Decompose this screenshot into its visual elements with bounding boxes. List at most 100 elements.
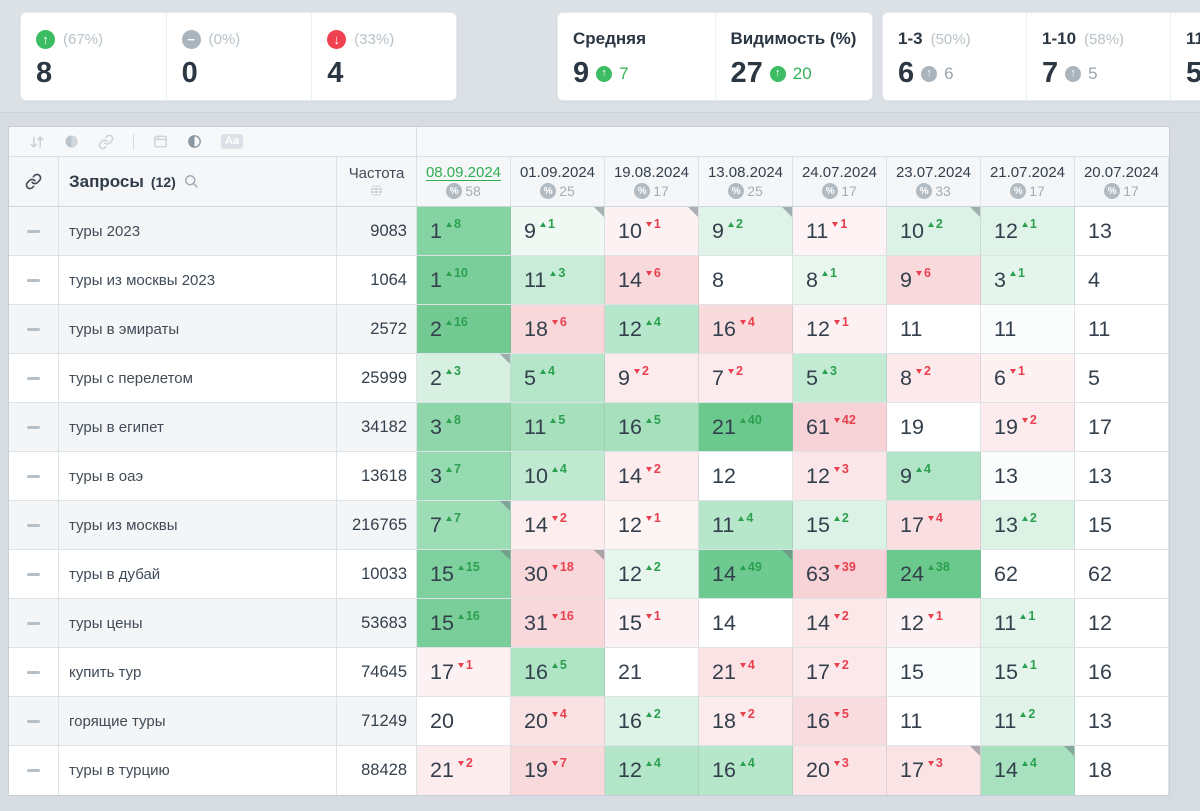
row-handle[interactable] <box>9 256 59 304</box>
position-cell[interactable]: 15 16 <box>417 599 511 647</box>
position-cell[interactable]: 15 2 <box>793 501 887 549</box>
sort-icon[interactable] <box>29 134 45 150</box>
position-cell[interactable]: 16 4 <box>699 305 793 353</box>
position-cell[interactable]: 12 <box>1075 599 1169 647</box>
query-keyword[interactable]: купить тур <box>59 648 337 696</box>
query-keyword[interactable]: туры цены <box>59 599 337 647</box>
position-cell[interactable]: 12 3 <box>793 452 887 500</box>
position-cell[interactable]: 20 3 <box>793 746 887 795</box>
position-cell[interactable]: 15 <box>887 648 981 696</box>
position-cell[interactable]: 16 5 <box>605 403 699 451</box>
position-cell[interactable]: 16 <box>1075 648 1169 696</box>
summary-cell-flat[interactable]: − (0%) 0 <box>167 13 313 100</box>
position-cell[interactable]: 12 1 <box>605 501 699 549</box>
position-cell[interactable]: 20 4 <box>511 697 605 745</box>
date-column-header[interactable]: 20.07.2024 % 17 <box>1075 157 1169 206</box>
panel-icon[interactable] <box>153 134 168 149</box>
contrast-icon[interactable] <box>187 134 202 149</box>
position-cell[interactable]: 12 1 <box>887 599 981 647</box>
position-cell[interactable]: 11 <box>887 697 981 745</box>
position-cell[interactable]: 17 1 <box>417 648 511 696</box>
query-keyword[interactable]: туры с перелетом <box>59 354 337 402</box>
position-cell[interactable]: 62 <box>981 550 1075 598</box>
frequency-column-header[interactable]: Частота <box>337 157 417 206</box>
date-column-header[interactable]: 01.09.2024 % 25 <box>511 157 605 206</box>
position-cell[interactable]: 12 <box>699 452 793 500</box>
date-column-header[interactable]: 24.07.2024 % 17 <box>793 157 887 206</box>
summary-cell-top3[interactable]: 1-3 (50%) 6 ↑ 6 <box>883 13 1027 100</box>
position-cell[interactable]: 10 2 <box>887 207 981 255</box>
date-column-header[interactable]: 13.08.2024 % 25 <box>699 157 793 206</box>
position-cell[interactable]: 5 <box>1075 354 1169 402</box>
query-keyword[interactable]: горящие туры <box>59 697 337 745</box>
date-column-header[interactable]: 19.08.2024 % 17 <box>605 157 699 206</box>
position-cell[interactable]: 11 1 <box>981 599 1075 647</box>
query-keyword[interactable]: туры в египет <box>59 403 337 451</box>
position-cell[interactable]: 19 2 <box>981 403 1075 451</box>
position-cell[interactable]: 4 <box>1075 256 1169 304</box>
position-cell[interactable]: 14 2 <box>511 501 605 549</box>
summary-cell-top10[interactable]: 1-10 (58%) 7 ↑ 5 <box>1027 13 1171 100</box>
position-cell[interactable]: 12 1 <box>981 207 1075 255</box>
query-keyword[interactable]: туры из москвы <box>59 501 337 549</box>
position-cell[interactable]: 13 <box>1075 207 1169 255</box>
link-column-header[interactable] <box>9 157 59 206</box>
position-cell[interactable]: 17 3 <box>887 746 981 795</box>
position-cell[interactable]: 11 <box>887 305 981 353</box>
position-cell[interactable]: 30 18 <box>511 550 605 598</box>
position-cell[interactable]: 24 38 <box>887 550 981 598</box>
row-handle[interactable] <box>9 550 59 598</box>
position-cell[interactable]: 13 <box>1075 452 1169 500</box>
position-cell[interactable]: 17 2 <box>793 648 887 696</box>
position-cell[interactable]: 18 <box>1075 746 1169 795</box>
date-column-header[interactable]: 23.07.2024 % 33 <box>887 157 981 206</box>
row-handle[interactable] <box>9 305 59 353</box>
position-cell[interactable]: 18 6 <box>511 305 605 353</box>
position-cell[interactable]: 11 <box>1075 305 1169 353</box>
position-cell[interactable]: 21 <box>605 648 699 696</box>
row-handle[interactable] <box>9 599 59 647</box>
row-handle[interactable] <box>9 501 59 549</box>
position-cell[interactable]: 13 <box>981 452 1075 500</box>
query-keyword[interactable]: туры в оаэ <box>59 452 337 500</box>
position-cell[interactable]: 14 2 <box>793 599 887 647</box>
queries-column-header[interactable]: Запросы (12) <box>59 157 337 206</box>
position-cell[interactable]: 20 <box>417 697 511 745</box>
position-cell[interactable]: 11 3 <box>511 256 605 304</box>
textcase-icon[interactable]: Aa <box>221 134 244 149</box>
position-cell[interactable]: 16 5 <box>511 648 605 696</box>
query-keyword[interactable]: туры из москвы 2023 <box>59 256 337 304</box>
position-cell[interactable]: 16 5 <box>793 697 887 745</box>
position-cell[interactable]: 18 2 <box>699 697 793 745</box>
query-keyword[interactable]: туры 2023 <box>59 207 337 255</box>
row-handle[interactable] <box>9 354 59 402</box>
row-handle[interactable] <box>9 746 59 795</box>
link-icon[interactable] <box>98 134 114 150</box>
position-cell[interactable]: 12 4 <box>605 746 699 795</box>
row-handle[interactable] <box>9 697 59 745</box>
position-cell[interactable]: 16 4 <box>699 746 793 795</box>
summary-cell-up[interactable]: ↑ (67%) 8 <box>21 13 167 100</box>
row-handle[interactable] <box>9 648 59 696</box>
position-cell[interactable]: 14 6 <box>605 256 699 304</box>
position-cell[interactable]: 19 <box>887 403 981 451</box>
position-cell[interactable]: 11 4 <box>699 501 793 549</box>
position-cell[interactable]: 21 4 <box>699 648 793 696</box>
position-cell[interactable]: 14 49 <box>699 550 793 598</box>
position-cell[interactable]: 8 <box>699 256 793 304</box>
position-cell[interactable]: 17 4 <box>887 501 981 549</box>
summary-cell-average[interactable]: Средняя 9 ↑ 7 <box>558 13 716 100</box>
